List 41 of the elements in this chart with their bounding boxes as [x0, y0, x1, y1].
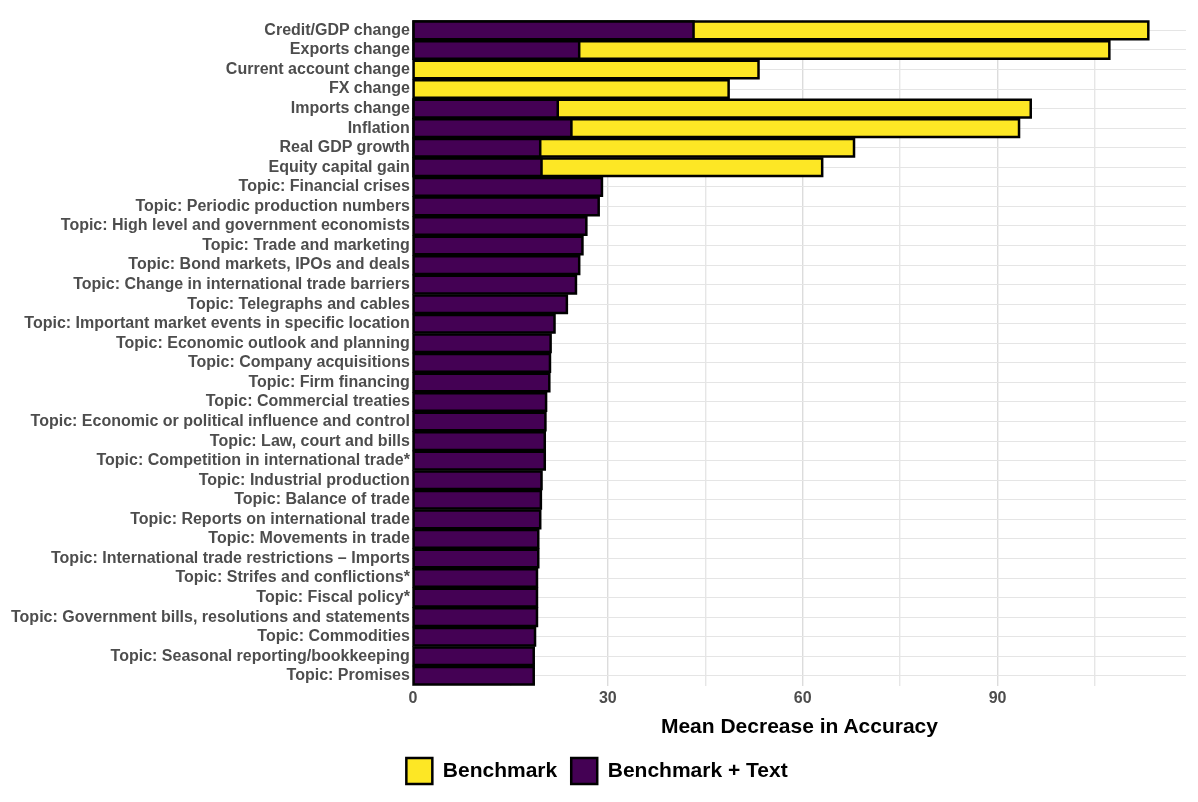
y-tick-label: Topic: Strifes and conflictions*	[175, 568, 411, 586]
y-tick-label: Topic: Financial crises	[238, 177, 410, 195]
y-tick-label: Topic: Important market events in specific location	[24, 314, 410, 332]
y-tick-label: Real GDP growth	[279, 138, 410, 156]
x-axis-title: Mean Decrease in Accuracy	[660, 714, 939, 738]
y-tick-label: Inflation	[347, 118, 410, 136]
y-tick-label: Topic: Law, court and bills	[209, 431, 410, 449]
y-tick-label: Topic: Promises	[286, 666, 410, 684]
y-tick-label: Topic: Change in international trade barriers	[73, 275, 410, 293]
y-tick-label: Topic: Commercial treaties	[205, 392, 410, 410]
y-tick-label: Topic: Economic or political influence and control	[30, 411, 410, 429]
y-tick-label: Imports change	[290, 99, 410, 117]
y-tick-label: Topic: Fiscal policy*	[256, 587, 411, 605]
y-tick-label: Topic: Bond markets, IPOs and deals	[128, 255, 410, 273]
legend-label: Benchmark + Text	[607, 757, 788, 781]
y-tick-label: Topic: International trade restrictions – Imports	[51, 548, 410, 566]
y-tick-label: Equity capital gain	[268, 157, 410, 175]
y-tick-label: Topic: Commodities	[257, 627, 410, 645]
x-tick-label: 30	[598, 688, 617, 706]
y-tick-label: Topic: Balance of trade	[234, 490, 410, 508]
y-tick-label: Current account change	[225, 59, 410, 77]
x-tick-label: 90	[988, 688, 1007, 706]
y-tick-label: FX change	[328, 79, 410, 97]
y-tick-label: Topic: Seasonal reporting/bookkeeping	[110, 646, 410, 664]
y-tick-label: Topic: Government bills, resolutions and statements	[10, 607, 410, 625]
y-tick-label: Exports change	[289, 40, 410, 58]
y-tick-label: Topic: Trade and marketing	[202, 235, 410, 253]
y-tick-label: Topic: High level and government economists	[60, 216, 410, 234]
y-tick-label: Topic: Reports on international trade	[130, 509, 410, 527]
y-tick-label: Topic: Periodic production numbers	[135, 196, 410, 214]
y-tick-label: Topic: Economic outlook and planning	[115, 333, 410, 351]
legend-label: Benchmark	[442, 757, 558, 781]
y-tick-label: Topic: Movements in trade	[208, 529, 410, 547]
y-tick-label: Credit/GDP change	[264, 20, 410, 38]
y-tick-label: Topic: Telegraphs and cables	[187, 294, 410, 312]
y-tick-label: Topic: Competition in international trade*	[96, 451, 411, 469]
y-tick-label: Topic: Firm financing	[248, 372, 410, 390]
y-tick-label: Topic: Industrial production	[198, 470, 410, 488]
y-tick-label: Topic: Company acquisitions	[187, 353, 410, 371]
x-tick-label: 60	[793, 688, 812, 706]
x-tick-label: 0	[408, 688, 418, 706]
